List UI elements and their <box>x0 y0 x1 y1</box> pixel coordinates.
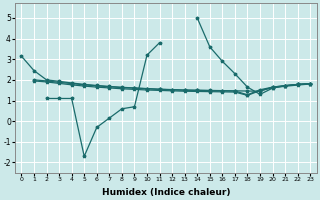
X-axis label: Humidex (Indice chaleur): Humidex (Indice chaleur) <box>101 188 230 197</box>
